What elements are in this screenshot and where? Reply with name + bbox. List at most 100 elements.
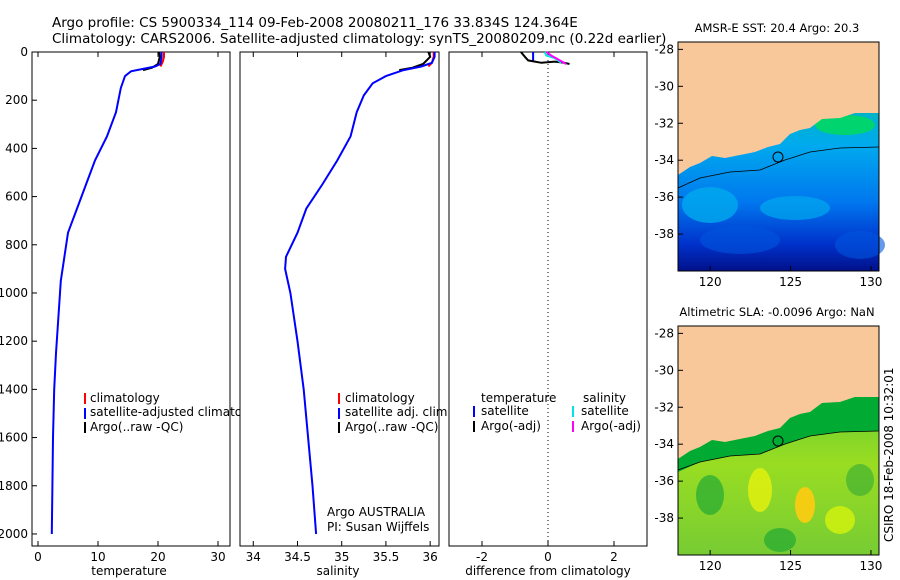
sla_map-ytick-label: -30: [654, 363, 674, 377]
sst-shelf-patch: [815, 115, 875, 135]
legend-label-argo: Argo(..raw -QC): [345, 420, 438, 434]
difference-legend: temperature salinity satellite Argo(-adj…: [473, 391, 641, 433]
difference-xtick-label: 0: [544, 550, 552, 564]
sla-yticks: -28 -30 -32 -34 -36 -38: [654, 326, 683, 525]
temperature-axes: [31, 51, 231, 547]
annotation-argo-australia: Argo AUSTRALIA: [327, 505, 426, 519]
difference-xtick-label: 2: [610, 550, 618, 564]
salinity-xtick-label: 35: [334, 550, 349, 564]
sst_map-ytick-label: -30: [654, 79, 674, 93]
salinity-legend: climatology satellite adj. clim. Argo(..…: [338, 391, 451, 434]
sla_map-xtick-label: 130: [860, 559, 883, 573]
sla-map-frame: [677, 325, 880, 556]
difference-series-salinity-argo-adj-: [545, 51, 567, 65]
temperature-ytick-label: 0: [20, 45, 28, 59]
sst-cold-patch: [835, 231, 885, 259]
temperature-ytick-label: 1200: [0, 334, 28, 348]
sst-map-frame: [677, 41, 880, 272]
temperature-ytick-label: 2000: [0, 527, 28, 541]
sla-contour: [677, 430, 880, 471]
sla_map-xtick-label: 125: [779, 559, 802, 573]
difference-xlabel: difference from climatology: [465, 564, 631, 578]
sst-argo-marker: [772, 151, 784, 163]
temperature-panel: 0 200 400 600 800 1000 1200 1400 1600 1800 2000 0 1…: [0, 45, 268, 578]
legend-label-satellite: satellite-adjusted climatology: [90, 405, 268, 419]
temperature-xticks: 0 10 20 30: [34, 52, 226, 564]
sst-contour: [677, 146, 880, 189]
sla-map-title: Altimetric SLA: -0.0096 Argo: NaN: [679, 305, 874, 319]
legend-label-climatology: climatology: [345, 391, 415, 405]
salinity-lines: [284, 51, 436, 535]
sla-high-patch: [748, 468, 772, 512]
temperature-xtick-label: 10: [90, 550, 105, 564]
sst-warm-patch: [760, 196, 830, 220]
salinity-axes: [239, 51, 440, 547]
legend-label-sal-satellite: satellite: [581, 404, 629, 418]
sla-shelf: [678, 397, 879, 472]
temperature-legend: climatology satellite-adjusted climatolo…: [84, 391, 268, 434]
legend-title-salinity: salinity: [583, 391, 626, 405]
salinity-panel: 34 34.5 35 35.5 36 salinity climatology sate…: [239, 51, 451, 578]
sst-xticks: 120 125 130: [699, 266, 883, 289]
sst_map-ytick-label: -34: [654, 153, 674, 167]
sla_map-ytick-label: -38: [654, 511, 674, 525]
temperature-lines: [50, 51, 165, 535]
temperature-xlabel: temperature: [91, 564, 166, 578]
legend-label-satellite: satellite adj. clim.: [345, 405, 451, 419]
temperature-ytick-label: 1800: [0, 479, 28, 493]
title-line-2: Climatology: CARS2006. Satellite-adjuste…: [52, 31, 666, 47]
sst-yticks: -28 -30 -32 -34 -36 -38: [654, 42, 683, 241]
sla_map-xtick-label: 120: [699, 559, 722, 573]
sla_map-ytick-label: -32: [654, 400, 674, 414]
sla-high-patch: [795, 487, 815, 523]
sst_map-xtick-label: 130: [860, 275, 883, 289]
salinity-xlabel: salinity: [316, 564, 359, 578]
annotation-pi: PI: Susan Wijffels: [327, 520, 429, 534]
temperature-xtick-label: 30: [210, 550, 225, 564]
temperature-ytick-label: 600: [5, 190, 28, 204]
difference-axes: [448, 51, 648, 547]
sst-map-title: AMSR-E SST: 20.4 Argo: 20.3: [695, 21, 860, 35]
difference-xtick-label: -2: [476, 550, 488, 564]
salinity-xtick-label: 34.5: [284, 550, 311, 564]
temperature-ytick-label: 1400: [0, 382, 28, 396]
difference-lines: [520, 51, 570, 65]
sst_map-xtick-label: 125: [779, 275, 802, 289]
sst-cold-patch: [700, 226, 780, 254]
sla-map: Altimetric SLA: -0.0096 Argo: NaN -28 -30…: [654, 305, 882, 573]
legend-title-temperature: temperature: [481, 391, 556, 405]
sla-low-patch: [846, 464, 874, 496]
sst-map: AMSR-E SST: 20.4 Argo: 20.3 -28 -30 -32 -34…: [654, 21, 885, 289]
temperature-ytick-label: 1600: [0, 431, 28, 445]
sst-eddies: [682, 115, 885, 259]
salinity-xticks: 34 34.5 35 35.5 36: [246, 52, 438, 564]
temperature-xtick-label: 0: [34, 550, 42, 564]
legend-label-temp-argo: Argo(-adj): [481, 419, 541, 433]
sla-low-patch: [696, 475, 724, 515]
sst_map-ytick-label: -28: [654, 42, 674, 56]
sla-anomaly-patches: [696, 464, 874, 552]
salinity-xtick-label: 36: [423, 550, 438, 564]
sla-low-patch: [764, 528, 796, 552]
temperature-ytick-label: 200: [5, 93, 28, 107]
sst_map-ytick-label: -36: [654, 190, 674, 204]
temperature-series-satellite-adjusted-climatology: [50, 52, 163, 535]
sla_map-ytick-label: -28: [654, 326, 674, 340]
temperature-yticks: 0 200 400 600 800 1000 1200 1400 1600 1800 2000: [0, 45, 37, 541]
sla_map-ytick-label: -34: [654, 437, 674, 451]
legend-label-temp-satellite: satellite: [481, 404, 529, 418]
salinity-xtick-label: 35.5: [373, 550, 400, 564]
temperature-series-climatology: [159, 52, 165, 67]
sst_map-ytick-label: -32: [654, 116, 674, 130]
sla-xticks: 120 125 130: [699, 550, 883, 573]
salinity-series-satellite-adj-clim-: [284, 52, 436, 535]
sla-high-patch: [825, 506, 855, 534]
sst-land: [678, 42, 879, 175]
temperature-ytick-label: 800: [5, 238, 28, 252]
sla_map-ytick-label: -36: [654, 474, 674, 488]
sla-argo-marker: [772, 435, 784, 447]
side-label: CSIRO 18-Feb-2008 10:32:01: [882, 367, 896, 542]
salinity-xtick-label: 34: [246, 550, 261, 564]
legend-label-sal-argo: Argo(-adj): [581, 419, 641, 433]
